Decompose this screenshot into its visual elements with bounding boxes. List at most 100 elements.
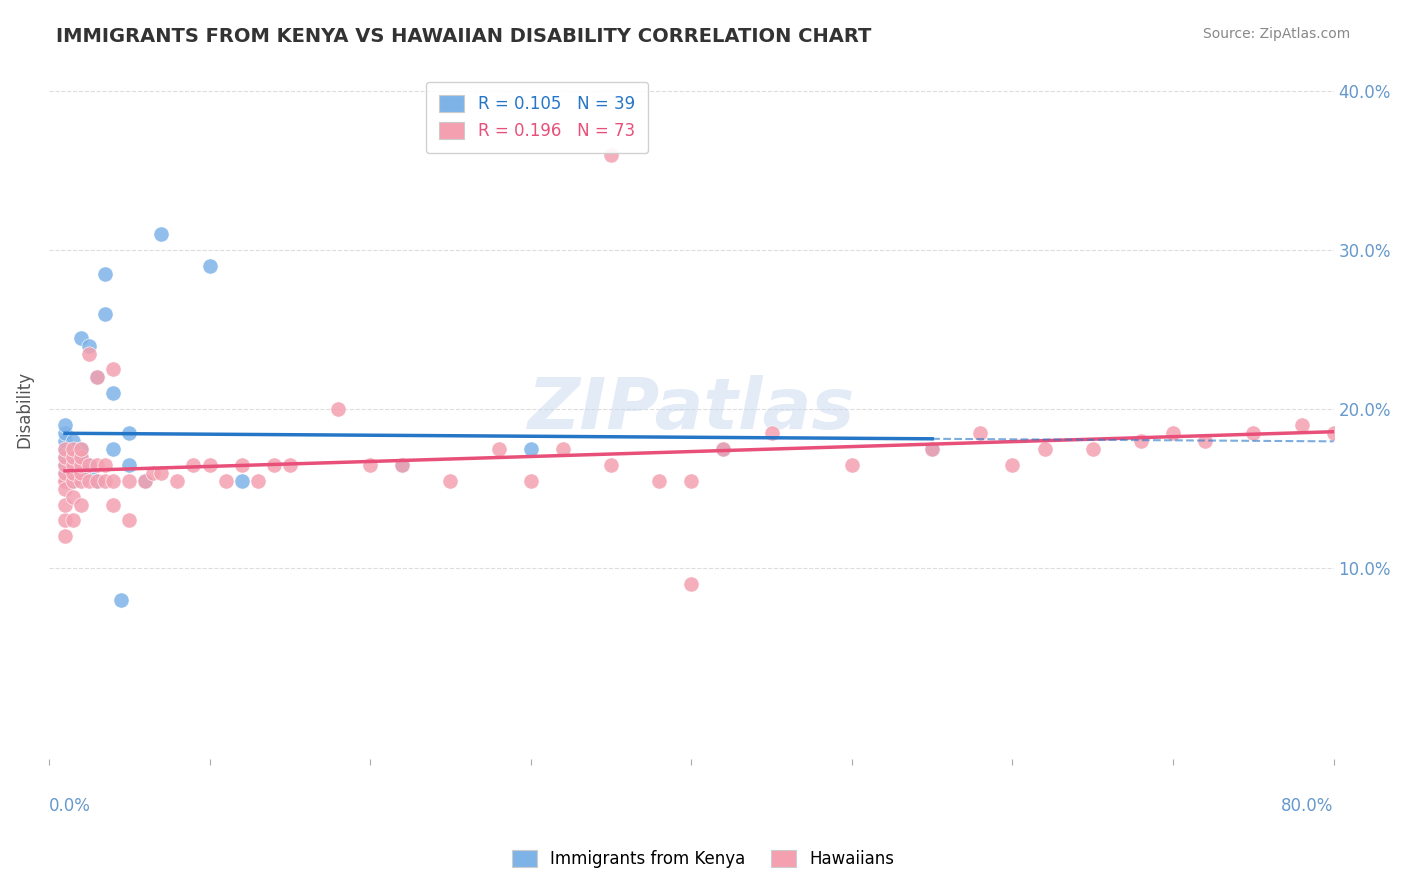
Point — [519, 474, 541, 488]
Point — [70, 331, 93, 345]
Legend: Immigrants from Kenya, Hawaiians: Immigrants from Kenya, Hawaiians — [505, 843, 901, 875]
Point — [53, 450, 76, 464]
Point — [53, 466, 76, 480]
Point — [648, 474, 671, 488]
Point — [134, 474, 156, 488]
Point — [70, 458, 93, 472]
Point — [62, 458, 84, 472]
Point — [921, 442, 943, 456]
Point — [53, 474, 76, 488]
Point — [198, 259, 221, 273]
Point — [103, 362, 125, 376]
Point — [214, 474, 236, 488]
Point — [70, 450, 93, 464]
Text: IMMIGRANTS FROM KENYA VS HAWAIIAN DISABILITY CORRELATION CHART: IMMIGRANTS FROM KENYA VS HAWAIIAN DISABI… — [56, 27, 872, 45]
Point — [183, 458, 205, 472]
Point — [1129, 434, 1152, 448]
Point — [150, 466, 173, 480]
Point — [118, 474, 141, 488]
Point — [62, 490, 84, 504]
Point — [86, 474, 108, 488]
Point — [134, 474, 156, 488]
Point — [1291, 418, 1313, 433]
Point — [519, 442, 541, 456]
Point — [53, 418, 76, 433]
Point — [94, 267, 117, 281]
Point — [391, 458, 413, 472]
Point — [198, 458, 221, 472]
Point — [86, 370, 108, 384]
Point — [1033, 442, 1056, 456]
Point — [70, 474, 93, 488]
Point — [62, 513, 84, 527]
Point — [103, 442, 125, 456]
Point — [77, 338, 100, 352]
Point — [142, 466, 165, 480]
Point — [94, 307, 117, 321]
Text: Source: ZipAtlas.com: Source: ZipAtlas.com — [1202, 27, 1350, 41]
Point — [62, 442, 84, 456]
Point — [53, 442, 76, 456]
Point — [110, 593, 132, 607]
Point — [118, 513, 141, 527]
Point — [62, 474, 84, 488]
Point — [53, 513, 76, 527]
Point — [969, 425, 991, 440]
Point — [94, 474, 117, 488]
Point — [166, 474, 188, 488]
Point — [77, 458, 100, 472]
Point — [326, 402, 349, 417]
Text: 80.0%: 80.0% — [1281, 797, 1334, 815]
Point — [53, 458, 76, 472]
Point — [841, 458, 863, 472]
Point — [600, 148, 623, 162]
Point — [681, 577, 703, 591]
Point — [246, 474, 269, 488]
Legend: R = 0.105   N = 39, R = 0.196   N = 73: R = 0.105 N = 39, R = 0.196 N = 73 — [426, 82, 648, 153]
Point — [681, 474, 703, 488]
Point — [62, 458, 84, 472]
Point — [231, 474, 253, 488]
Point — [70, 466, 93, 480]
Point — [263, 458, 285, 472]
Point — [359, 458, 381, 472]
Point — [103, 386, 125, 401]
Point — [53, 458, 76, 472]
Point — [62, 466, 84, 480]
Point — [53, 425, 76, 440]
Point — [1001, 458, 1024, 472]
Point — [53, 434, 76, 448]
Point — [77, 466, 100, 480]
Point — [278, 458, 301, 472]
Point — [551, 442, 574, 456]
Point — [600, 458, 623, 472]
Point — [53, 442, 76, 456]
Point — [53, 466, 76, 480]
Point — [713, 442, 735, 456]
Point — [70, 450, 93, 464]
Point — [1161, 425, 1184, 440]
Point — [103, 474, 125, 488]
Point — [70, 466, 93, 480]
Point — [53, 498, 76, 512]
Point — [150, 227, 173, 242]
Point — [1081, 442, 1104, 456]
Point — [86, 458, 108, 472]
Point — [86, 370, 108, 384]
Point — [53, 474, 76, 488]
Point — [1194, 434, 1216, 448]
Point — [77, 458, 100, 472]
Point — [103, 498, 125, 512]
Point — [62, 450, 84, 464]
Point — [53, 474, 76, 488]
Text: 0.0%: 0.0% — [49, 797, 91, 815]
Point — [53, 474, 76, 488]
Point — [62, 474, 84, 488]
Point — [713, 442, 735, 456]
Point — [62, 442, 84, 456]
Point — [70, 458, 93, 472]
Point — [70, 498, 93, 512]
Point — [1323, 425, 1346, 440]
Point — [231, 458, 253, 472]
Point — [921, 442, 943, 456]
